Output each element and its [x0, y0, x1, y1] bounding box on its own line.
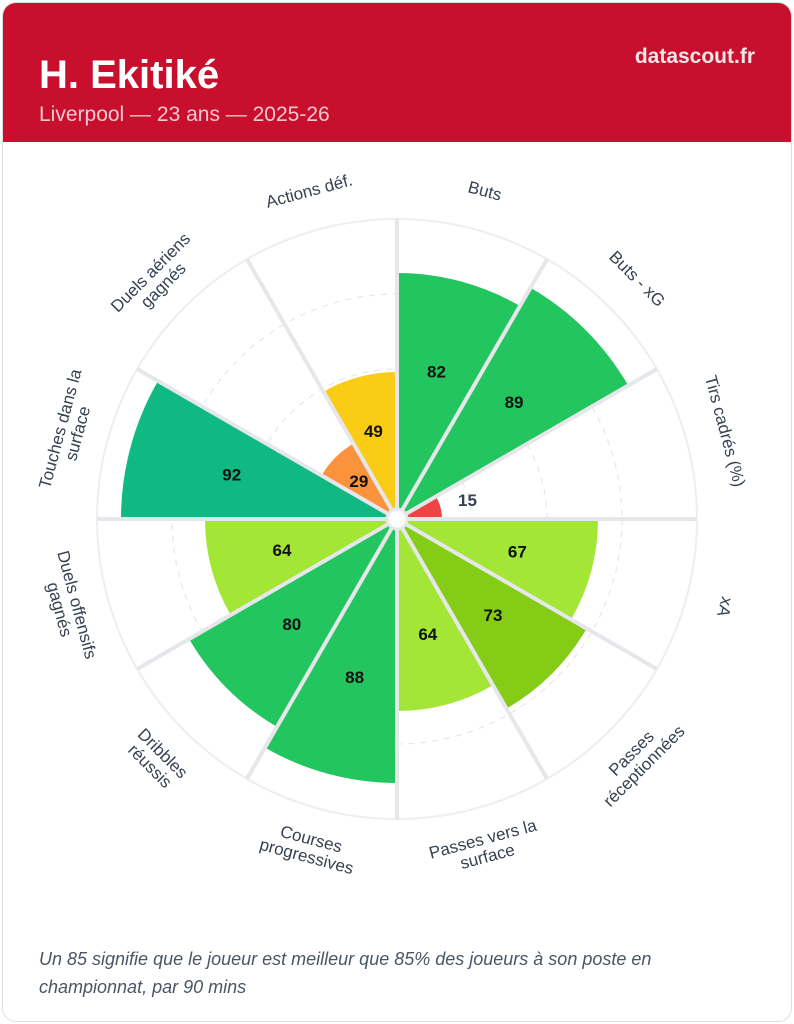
category-label: Tirs cadrés (%): [701, 373, 749, 489]
slice-bar: [321, 443, 397, 519]
value-label: 89: [505, 393, 524, 412]
slice-bar: [397, 519, 587, 709]
category-label: Touches dans lasurface: [35, 366, 103, 495]
slice-bar: [189, 519, 397, 727]
category-label: Dribblesréussis: [121, 725, 191, 795]
player-name: H. Ekitiké: [39, 53, 220, 97]
value-label: 64: [273, 541, 292, 560]
category-label: Coursesprogressives: [258, 818, 361, 879]
header: H. Ekitiké Liverpool — 23 ans — 2025-26 …: [3, 3, 791, 142]
value-label: 64: [418, 625, 437, 644]
footnote: Un 85 signifie que le joueur est meilleu…: [39, 949, 652, 997]
slice-bar: [397, 287, 629, 519]
slice-bar: [397, 273, 520, 519]
player-subtitle: Liverpool — 23 ans — 2025-26: [39, 103, 330, 126]
value-label: 80: [282, 615, 301, 634]
category-label: Passes vers lasurface: [427, 816, 544, 880]
category-label: xA: [713, 595, 737, 620]
category-label: Buts - xG: [605, 247, 669, 311]
slice-divider: [395, 367, 658, 521]
slice-divider: [245, 517, 399, 780]
value-label: 82: [427, 363, 446, 382]
slice-divider: [245, 258, 399, 521]
slice-divider: [395, 517, 658, 671]
category-label: Buts: [466, 177, 504, 204]
value-label: 67: [508, 542, 527, 561]
value-label: 73: [484, 606, 503, 625]
value-label: 29: [349, 472, 368, 491]
value-label: 92: [222, 466, 241, 485]
value-label: 49: [364, 422, 383, 441]
slice-divider: [136, 367, 399, 521]
slice-bar: [205, 519, 397, 615]
category-label: Duels offensifsgagnés: [36, 549, 101, 666]
category-label: Passesréceptionnées: [587, 709, 689, 811]
brand-link[interactable]: datascout.fr: [634, 45, 755, 68]
slice-bar: [265, 519, 397, 783]
pizza-chart: 82 Buts 89 Buts - xG 15 Tirs cadrés (%) 67 xA 73…: [35, 170, 749, 880]
value-label: 15: [458, 491, 477, 510]
slice-divider: [395, 517, 549, 780]
value-label: 88: [345, 668, 364, 687]
center-hub: [385, 507, 409, 531]
category-label: Actions déf.: [264, 170, 355, 211]
slice-bar: [397, 519, 493, 711]
slice-bar: [323, 372, 397, 519]
slice-bar: [397, 519, 598, 620]
slice-bar: [121, 381, 397, 519]
category-label: Duels aériensgagnés: [107, 229, 207, 329]
slice-divider: [395, 258, 549, 521]
slice-divider: [136, 517, 399, 671]
